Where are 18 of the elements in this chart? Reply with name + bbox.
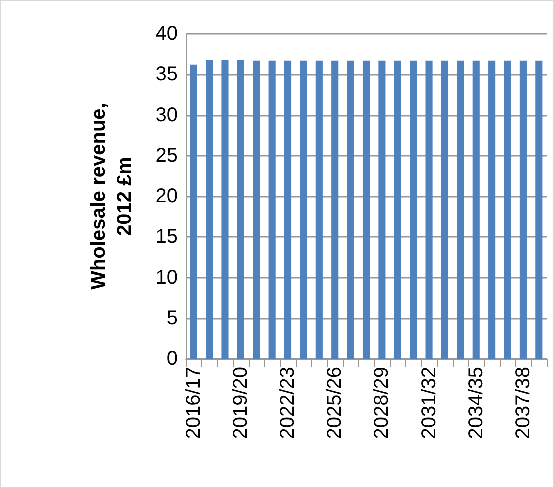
x-tick-label: 2016/17	[182, 367, 205, 440]
x-tick-label: 2025/26	[324, 367, 346, 440]
x-tick-label: 2037/38	[512, 367, 534, 440]
y-axis-title: Wholesale revenue, 2012 £m	[88, 103, 136, 290]
y-tick-label: 5	[166, 307, 178, 330]
y-tick-label: 20	[156, 186, 178, 208]
x-tick-label: 2022/23	[277, 367, 300, 440]
y-tick-label: 15	[156, 226, 178, 248]
y-tick-label: 10	[156, 266, 178, 289]
x-tick-label: 2034/35	[465, 367, 488, 440]
y-tick-label: 25	[156, 144, 178, 167]
y-tick-label: 40	[156, 23, 178, 45]
x-tick-label: 2019/20	[230, 367, 252, 440]
x-tick-label: 2031/32	[418, 367, 440, 440]
x-tick-label: 2028/29	[371, 367, 394, 440]
y-tick-label: 30	[156, 104, 178, 126]
y-tick-label: 0	[166, 348, 178, 370]
y-tick-label: 35	[156, 64, 178, 86]
